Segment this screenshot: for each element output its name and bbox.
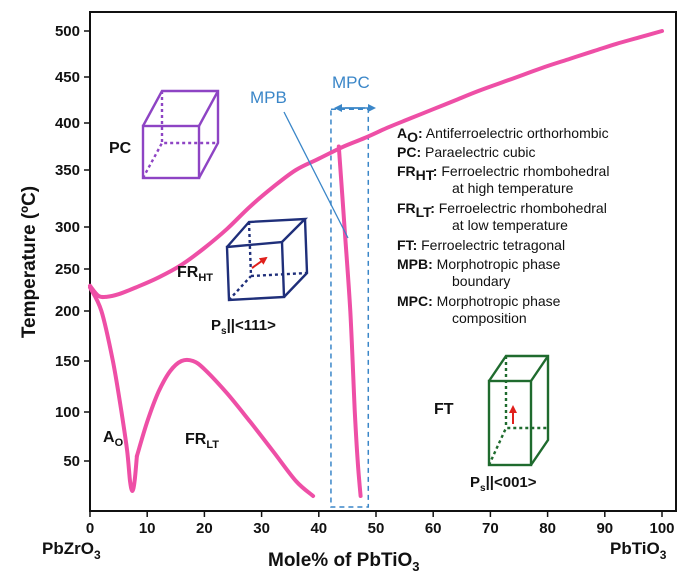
y-tick-label: 50 [63, 453, 80, 470]
polarization-111-arrow [251, 256, 268, 269]
y-tick-label: 500 [55, 23, 80, 40]
legend-entry: MPB: Morphotropic phase [397, 256, 561, 272]
phase-boundary-line-2 [88, 285, 139, 493]
x-tick-label: 10 [139, 520, 156, 537]
fr-ht-label: FRHT [177, 264, 213, 284]
y-tick-label: 150 [55, 353, 80, 370]
x-tick-label: 50 [368, 520, 385, 537]
x-tick-label: 80 [539, 520, 556, 537]
cubic-cell-icon [141, 89, 220, 180]
plot-frame [89, 11, 677, 512]
x-tick-label: 40 [310, 520, 327, 537]
legend-entry: FT: Ferroelectric tetragonal [397, 237, 565, 253]
x-tick-label: 30 [253, 520, 270, 537]
end-label-left: PbZrO3 [42, 539, 101, 562]
y-tick-label: 450 [55, 69, 80, 86]
mpc-region [330, 108, 370, 508]
legend-entry: MPC: Morphotropic phase [397, 293, 561, 309]
y-tick-label: 400 [55, 115, 80, 132]
x-tick-label: 0 [86, 520, 94, 537]
legend-entry: FRHT: Ferroelectric rhombohedral [397, 163, 609, 183]
x-tick-label: 60 [425, 520, 442, 537]
tetragonal-cell-icon [487, 354, 550, 467]
y-tick-label: 200 [55, 303, 80, 320]
pc-label: PC [109, 140, 132, 157]
ft-label: FT [434, 401, 454, 418]
x-axis: 0 10 20 30 40 50 60 70 80 90 100 [86, 511, 675, 537]
end-label-right: PbTiO3 [610, 539, 667, 562]
y-axis: 50 100 150 200 250 300 350 400 450 500 [55, 23, 90, 470]
y-tick-label: 250 [55, 261, 80, 278]
ps-001-label: Ps||<001> [470, 474, 537, 494]
rhombohedral-cell-icon [225, 217, 309, 302]
y-tick-label: 300 [55, 219, 80, 236]
ps-111-label: Ps||<111> [211, 317, 276, 337]
ao-label: AO [103, 429, 124, 449]
series-layer [88, 29, 664, 498]
x-axis-title: Mole% of PbTiO3 [268, 550, 420, 574]
x-tick-label: 90 [596, 520, 613, 537]
legend-entry-continued: at low temperature [452, 217, 568, 233]
legend-entry-continued: boundary [452, 273, 510, 289]
y-axis-title: Temperature (ºC) [19, 186, 40, 338]
y-tick-label: 100 [55, 404, 80, 421]
phase-boundary-line-4 [336, 144, 363, 498]
mpb-label: MPB [250, 88, 287, 107]
x-tick-label: 20 [196, 520, 213, 537]
mpb-pointer [283, 111, 349, 239]
phase-boundary-line-1 [88, 29, 664, 300]
legend-entry-continued: at high temperature [452, 180, 574, 196]
legend-entry: PC: Paraelectric cubic [397, 144, 536, 160]
y-tick-label: 350 [55, 162, 80, 179]
x-tick-label: 70 [482, 520, 499, 537]
legend-entry-continued: composition [452, 310, 527, 326]
legend-entry: FRLT: Ferroelectric rhombohedral [397, 200, 607, 220]
phase-boundary-line-3 [134, 357, 316, 498]
legend-entry: AO: Antiferroelectric orthorhombic [397, 125, 609, 145]
x-tick-label: 100 [649, 520, 674, 537]
mpc-label: MPC [332, 73, 370, 92]
fr-lt-label: FRLT [185, 431, 219, 451]
